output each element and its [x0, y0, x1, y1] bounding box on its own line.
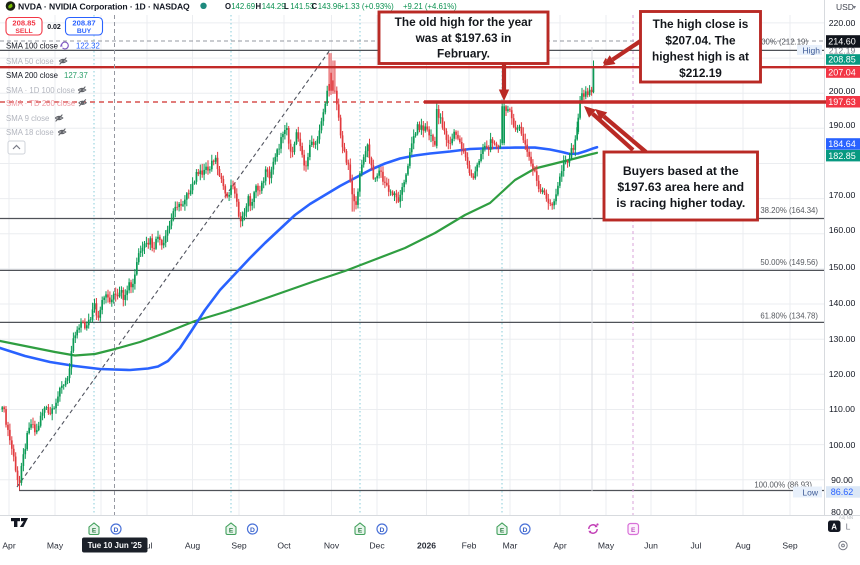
svg-text:SMA · 1D 100 close: SMA · 1D 100 close: [6, 86, 75, 95]
svg-text:H: H: [256, 2, 262, 11]
svg-text:E: E: [92, 527, 97, 534]
svg-text:was at $197.63 in: was at $197.63 in: [415, 31, 512, 45]
svg-text:140.00: 140.00: [829, 298, 856, 308]
svg-text:L: L: [284, 2, 289, 11]
svg-text:170.00: 170.00: [829, 190, 856, 200]
svg-text:200.00: 200.00: [829, 86, 856, 96]
svg-text:110.00: 110.00: [829, 404, 855, 414]
svg-text:February.: February.: [437, 47, 490, 61]
svg-text:2026: 2026: [417, 541, 436, 551]
svg-text:Dec: Dec: [369, 541, 385, 551]
svg-text:is racing higher today.: is racing higher today.: [616, 196, 745, 210]
svg-text:38.20% (164.34): 38.20% (164.34): [760, 206, 818, 215]
svg-text:50.00% (149.56): 50.00% (149.56): [760, 258, 818, 267]
svg-text:Aug: Aug: [185, 541, 201, 551]
svg-text:Sep: Sep: [782, 541, 798, 551]
svg-text:$212.19: $212.19: [679, 66, 722, 80]
svg-text:SMA 100 close: SMA 100 close: [6, 42, 58, 51]
svg-text:The high close is: The high close is: [653, 17, 749, 31]
svg-text:SMA · TD 200 close: SMA · TD 200 close: [6, 99, 75, 108]
svg-text:E: E: [358, 527, 363, 534]
svg-text:197.63: 197.63: [828, 97, 856, 107]
svg-text:208.87: 208.87: [72, 19, 95, 28]
svg-text:L: L: [846, 522, 851, 532]
svg-text:D: D: [523, 527, 528, 534]
svg-text:Sep: Sep: [231, 541, 247, 551]
svg-text:highest high is at: highest high is at: [652, 50, 749, 64]
svg-text:144.29: 144.29: [262, 2, 286, 11]
svg-text:Buyers based at the: Buyers based at the: [623, 164, 739, 178]
svg-text:NVDA · NVIDIA Corporation · 1D: NVDA · NVIDIA Corporation · 1D · NASDAQ: [18, 1, 190, 11]
svg-text:D: D: [250, 527, 255, 534]
svg-text:184.64: 184.64: [828, 139, 856, 149]
svg-text:Aug: Aug: [735, 541, 751, 551]
svg-text:D: D: [114, 527, 119, 534]
svg-text:SMA 50 close: SMA 50 close: [6, 57, 54, 66]
svg-text:208.85: 208.85: [12, 19, 36, 28]
svg-text:May: May: [598, 541, 615, 551]
svg-text:+1.33 (+0.93%): +1.33 (+0.93%): [340, 2, 394, 11]
svg-text:E: E: [631, 527, 636, 534]
svg-text:Tue 10 Jun '25: Tue 10 Jun '25: [88, 541, 143, 550]
svg-text:127.37: 127.37: [64, 71, 88, 80]
svg-text:220.00: 220.00: [829, 18, 856, 28]
svg-text:Mar: Mar: [503, 541, 518, 551]
svg-text:90.00: 90.00: [831, 475, 853, 485]
svg-text:O: O: [225, 2, 231, 11]
svg-text:SMA 9 close: SMA 9 close: [6, 114, 49, 123]
svg-text:Adj NN: Adj NN: [839, 515, 853, 520]
svg-text:208.85: 208.85: [828, 55, 856, 65]
svg-text:A: A: [831, 523, 837, 532]
svg-text:207.04: 207.04: [828, 68, 856, 78]
svg-text:212.19: 212.19: [829, 46, 856, 56]
svg-text:High: High: [803, 46, 821, 56]
svg-text:May: May: [47, 541, 64, 551]
svg-text:D: D: [380, 527, 385, 534]
svg-text:+9.21 (+4.61%): +9.21 (+4.61%): [403, 2, 457, 11]
svg-text:182.85: 182.85: [828, 151, 856, 161]
svg-text:0.02: 0.02: [47, 24, 61, 31]
svg-text:$207.04. The: $207.04. The: [665, 33, 736, 47]
svg-text:142.69: 142.69: [231, 2, 255, 11]
svg-text:122.32: 122.32: [76, 42, 100, 51]
svg-text:61.80% (134.78): 61.80% (134.78): [760, 312, 818, 321]
svg-text:E: E: [229, 527, 234, 534]
svg-text:143.96: 143.96: [318, 2, 342, 11]
svg-text:Apr: Apr: [2, 541, 16, 551]
svg-text:Apr: Apr: [553, 541, 567, 551]
svg-text:USD: USD: [836, 2, 854, 12]
svg-text:SELL: SELL: [15, 28, 32, 35]
svg-text:C: C: [312, 2, 318, 11]
svg-text:BUY: BUY: [77, 28, 92, 35]
svg-text:190.00: 190.00: [829, 120, 856, 130]
svg-text:100.00: 100.00: [829, 440, 856, 450]
svg-text:Nov: Nov: [324, 541, 340, 551]
svg-text:Oct: Oct: [277, 541, 291, 551]
svg-text:Jul: Jul: [691, 541, 702, 551]
svg-text:SMA 18 close: SMA 18 close: [6, 128, 54, 137]
svg-text:Feb: Feb: [462, 541, 477, 551]
svg-text:141.53: 141.53: [290, 2, 314, 11]
svg-text:$197.63 area here and: $197.63 area here and: [617, 180, 744, 194]
svg-text:160.00: 160.00: [829, 225, 856, 235]
svg-text:130.00: 130.00: [829, 334, 856, 344]
svg-text:The old high for the year: The old high for the year: [395, 15, 533, 29]
svg-text:Low: Low: [802, 488, 818, 498]
svg-text:80.00: 80.00: [831, 507, 853, 517]
svg-text:100.00% (86.93): 100.00% (86.93): [754, 481, 812, 490]
svg-text:SMA 200 close: SMA 200 close: [6, 71, 58, 80]
svg-text:214.60: 214.60: [828, 37, 856, 47]
svg-text:150.00: 150.00: [829, 262, 856, 272]
svg-text:120.00: 120.00: [829, 369, 856, 379]
svg-text:86.62: 86.62: [831, 487, 854, 497]
svg-text:E: E: [500, 527, 505, 534]
svg-text:▾: ▾: [853, 5, 856, 11]
svg-text:0.00% (212.19): 0.00% (212.19): [755, 38, 809, 47]
svg-text:Jun: Jun: [644, 541, 658, 551]
